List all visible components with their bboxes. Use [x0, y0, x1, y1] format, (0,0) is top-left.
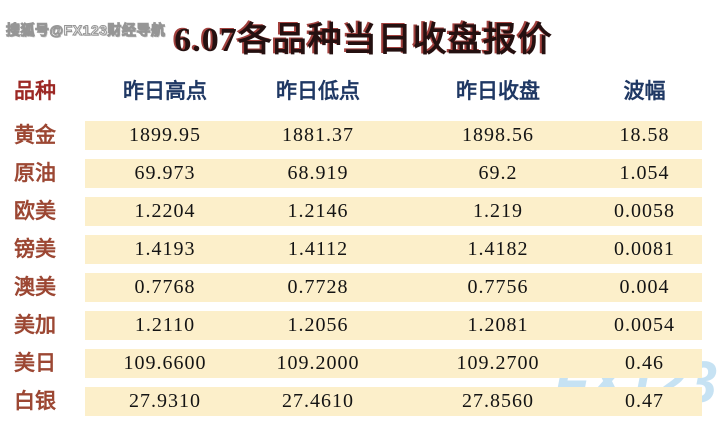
table-row-gbpusd: 镑美 1.4193 1.4112 1.4182 0.0081 — [0, 235, 702, 264]
column-header-name: 品种 — [14, 79, 56, 103]
column-header-low: 昨日低点 — [276, 79, 360, 103]
range-value: 1.054 — [605, 159, 702, 188]
instrument-label: 黄金 — [14, 123, 56, 147]
range-value: 0.0058 — [605, 197, 702, 226]
low-value: 1.2056 — [245, 311, 391, 340]
table-row-usdjpy: 美日 109.6600 109.2000 109.2700 0.46 — [0, 349, 702, 378]
table-row-gold: 黄金 1899.95 1881.37 1898.56 18.58 — [0, 121, 702, 150]
quotes-table: 品种 昨日高点 昨日低点 昨日收盘 波幅 黄金 1899.95 1881.37 … — [0, 78, 702, 416]
close-value: 1.4182 — [391, 235, 605, 264]
high-value: 1.2110 — [85, 311, 245, 340]
table-row-usdcad: 美加 1.2110 1.2056 1.2081 0.0054 — [0, 311, 702, 340]
close-value: 0.7756 — [391, 273, 605, 302]
column-header-close: 昨日收盘 — [456, 79, 540, 103]
low-value: 27.4610 — [245, 387, 391, 416]
instrument-label: 镑美 — [14, 237, 56, 261]
close-value: 27.8560 — [391, 387, 605, 416]
range-value: 0.004 — [605, 273, 702, 302]
close-value: 1898.56 — [391, 121, 605, 150]
table-row-crude-oil: 原油 69.973 68.919 69.2 1.054 — [0, 159, 702, 188]
low-value: 109.2000 — [245, 349, 391, 378]
high-value: 109.6600 — [85, 349, 245, 378]
range-value: 0.46 — [605, 349, 702, 378]
table-row-audusd: 澳美 0.7768 0.7728 0.7756 0.004 — [0, 273, 702, 302]
close-value: 109.2700 — [391, 349, 605, 378]
page-title: 6.07各品种当日收盘报价 — [174, 22, 553, 59]
close-value: 1.219 — [391, 197, 605, 226]
instrument-label: 白银 — [14, 389, 56, 413]
instrument-label: 美日 — [14, 351, 56, 375]
instrument-label: 原油 — [14, 161, 56, 185]
low-value: 68.919 — [245, 159, 391, 188]
range-value: 18.58 — [605, 121, 702, 150]
low-value: 0.7728 — [245, 273, 391, 302]
range-value: 0.47 — [605, 387, 702, 416]
close-value: 1.2081 — [391, 311, 605, 340]
high-value: 1899.95 — [85, 121, 245, 150]
quote-table-page: 搜狐号@FX123财经导航 FX123 6.07各品种当日收盘报价 品种 昨日高… — [0, 12, 727, 438]
high-value: 69.973 — [85, 159, 245, 188]
instrument-label: 澳美 — [14, 275, 56, 299]
instrument-label: 欧美 — [14, 199, 56, 223]
high-value: 27.9310 — [85, 387, 245, 416]
column-header-high: 昨日高点 — [123, 79, 207, 103]
high-value: 1.2204 — [85, 197, 245, 226]
table-row-eurusd: 欧美 1.2204 1.2146 1.219 0.0058 — [0, 197, 702, 226]
low-value: 1.4112 — [245, 235, 391, 264]
range-value: 0.0054 — [605, 311, 702, 340]
low-value: 1881.37 — [245, 121, 391, 150]
table-row-silver: 白银 27.9310 27.4610 27.8560 0.47 — [0, 387, 702, 416]
high-value: 1.4193 — [85, 235, 245, 264]
close-value: 69.2 — [391, 159, 605, 188]
sohu-watermark: 搜狐号@FX123财经导航 — [5, 22, 166, 39]
range-value: 0.0081 — [605, 235, 702, 264]
column-header-range: 波幅 — [623, 79, 666, 103]
table-header-row: 品种 昨日高点 昨日低点 昨日收盘 波幅 — [0, 78, 702, 104]
high-value: 0.7768 — [85, 273, 245, 302]
low-value: 1.2146 — [245, 197, 391, 226]
instrument-label: 美加 — [14, 313, 56, 337]
